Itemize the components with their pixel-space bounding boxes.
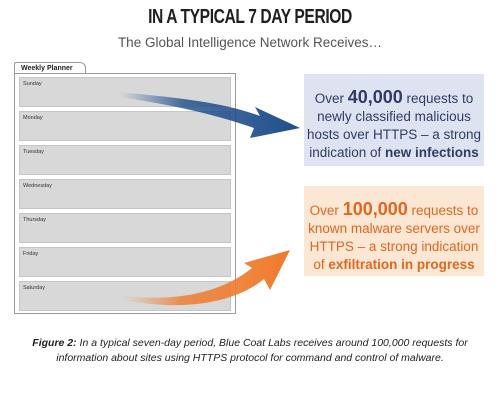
day-row-wednesday: Wednesday — [19, 179, 231, 209]
figure-caption: Figure 2: In a typical seven-day period,… — [10, 336, 490, 366]
day-row-tuesday: Tuesday — [19, 145, 231, 175]
callout-prefix: Over — [314, 91, 348, 106]
caption-text: In a typical seven-day period, Blue Coat… — [56, 337, 468, 364]
day-row-monday: Monday — [19, 111, 231, 141]
day-label: Friday — [23, 251, 39, 257]
day-label: Wednesday — [23, 183, 52, 189]
day-label: Sunday — [23, 81, 42, 87]
day-label: Saturday — [23, 285, 46, 291]
day-row-friday: Friday — [19, 247, 231, 277]
blue-arrow — [120, 92, 300, 138]
diagram-title: IN A TYPICAL 7 DAY PERIOD — [148, 6, 352, 28]
exfiltration-callout: Over 100,000 requests to known malware s… — [304, 186, 484, 276]
callout-number: 40,000 — [347, 87, 403, 107]
callout-body: requests to newly classified malicious h… — [306, 91, 482, 160]
callout-prefix: Over — [309, 203, 343, 218]
orange-arrow — [124, 250, 290, 306]
planner-tab-label: Weekly Planner — [14, 62, 86, 74]
callout-number: 100,000 — [342, 199, 408, 219]
callout-emphasis: exfiltration in progress — [328, 257, 475, 272]
day-row-thursday: Thursday — [19, 213, 231, 243]
day-label: Thursday — [23, 217, 46, 223]
caption-label: Figure 2: — [32, 337, 77, 349]
day-label: Tuesday — [23, 149, 44, 155]
day-label: Monday — [23, 115, 43, 121]
diagram-subtitle: The Global Intelligence Network Receives… — [117, 35, 383, 50]
callout-emphasis: new infections — [385, 145, 479, 160]
callout-body: requests to known malware servers over H… — [308, 203, 480, 272]
infections-callout: Over 40,000 requests to newly classified… — [304, 74, 484, 166]
